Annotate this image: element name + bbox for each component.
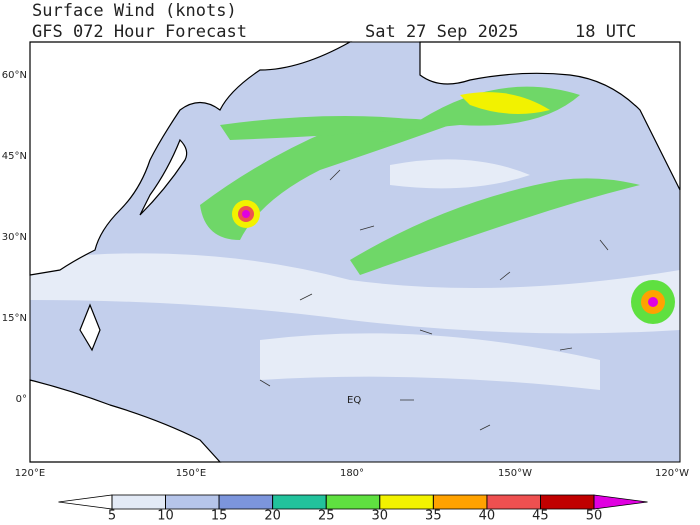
- lon-label: 180°: [340, 468, 364, 479]
- calm-band: [260, 333, 600, 390]
- colorbar-label: 20: [264, 509, 281, 524]
- wind-barbs: [259, 169, 609, 431]
- colorbar-label: 15: [211, 509, 228, 524]
- colorbar-segment: [272, 494, 327, 510]
- wind-band: [350, 178, 640, 275]
- date: Sat 27 Sep 2025: [365, 22, 519, 42]
- lon-label: 150°E: [176, 468, 206, 479]
- colorbar-segment: [379, 494, 434, 510]
- lat-label: 45°N: [2, 151, 27, 162]
- asia: [29, 41, 353, 276]
- north-america: [419, 41, 681, 191]
- lon-label: 120°E: [15, 468, 45, 479]
- colorbar-segment: [325, 494, 381, 510]
- lon-label: 150°W: [498, 468, 532, 479]
- lat-label: 60°N: [2, 70, 27, 81]
- map: EQ: [29, 41, 681, 463]
- colorbar-segment: [165, 494, 220, 510]
- subtitle: GFS 072 Hour Forecast: [32, 22, 247, 42]
- colorbar: 5 10 15 20 25 30 35 40 45 50: [58, 494, 648, 524]
- wind-band: [200, 118, 450, 240]
- indonesia: [29, 379, 222, 463]
- map-frame: [29, 41, 681, 463]
- calm-band: [30, 253, 680, 334]
- storm: [648, 297, 658, 307]
- colorbar-low: [58, 494, 113, 510]
- lat-label: 30°N: [2, 232, 27, 243]
- title: Surface Wind (knots): [32, 1, 237, 21]
- colorbar-label: 40: [479, 509, 496, 524]
- colorbar-label: 45: [532, 509, 549, 524]
- colorbar-segment: [540, 494, 595, 510]
- colorbar-segment: [432, 494, 488, 510]
- colorbar-segment: [111, 494, 166, 510]
- equator-label: EQ: [347, 395, 361, 406]
- colorbar-label: 50: [586, 509, 603, 524]
- colorbar-high: [593, 494, 648, 510]
- colorbar-label: 5: [108, 509, 116, 524]
- time: 18 UTC: [575, 22, 636, 42]
- wind-core: [460, 92, 550, 114]
- storm: [242, 210, 250, 218]
- lat-label: 15°N: [2, 313, 27, 324]
- colorbar-label: 10: [157, 509, 174, 524]
- colorbar-segment: [486, 494, 541, 510]
- lat-label: 0°: [16, 394, 27, 405]
- japan: [139, 138, 188, 216]
- colorbar-label: 25: [318, 509, 335, 524]
- lon-label: 120°W: [655, 468, 689, 479]
- colorbar-label: 35: [425, 509, 442, 524]
- philippines: [79, 303, 101, 352]
- calm-band: [390, 159, 530, 189]
- colorbar-label: 30: [372, 509, 389, 524]
- colorbar-segment: [218, 494, 274, 510]
